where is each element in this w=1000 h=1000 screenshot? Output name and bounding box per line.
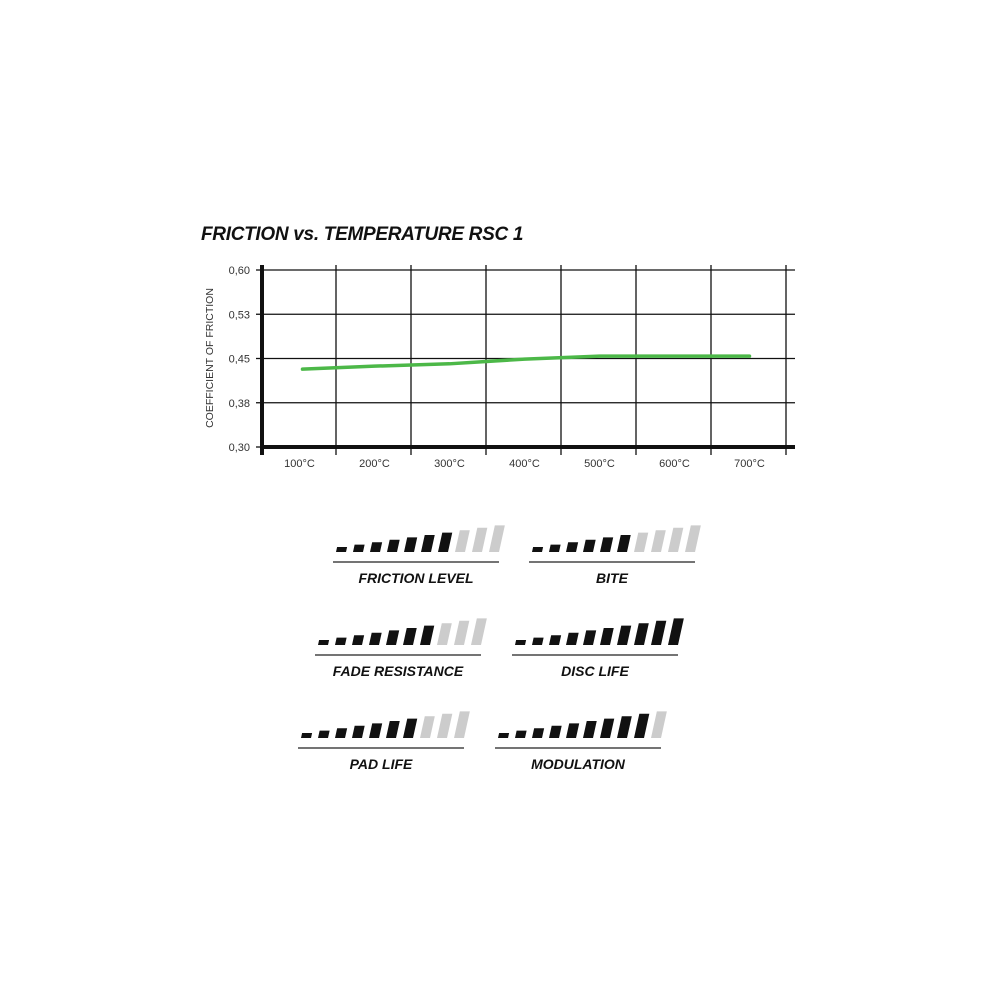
- rating-bar-filled: [421, 535, 435, 552]
- rating-bar-filled: [668, 618, 684, 645]
- rating-friction-level: [333, 525, 505, 563]
- rating-bar-empty: [489, 525, 505, 552]
- x-tick-label: 600°C: [659, 458, 690, 470]
- rating-bar-filled: [318, 730, 330, 738]
- rating-bar-filled: [438, 532, 453, 552]
- rating-bar-filled: [369, 632, 382, 645]
- rating-bar-filled: [566, 542, 579, 552]
- x-tick-label: 500°C: [584, 458, 615, 470]
- rating-disc-life: [512, 618, 684, 656]
- rating-bar-filled: [352, 635, 365, 645]
- rating-bite: [529, 525, 701, 563]
- rating-bar-filled: [335, 637, 347, 645]
- y-tick-label: 0,30: [229, 442, 250, 454]
- x-tick-label: 400°C: [509, 458, 540, 470]
- rating-bar-filled: [420, 625, 435, 645]
- rating-bar-filled: [498, 733, 510, 738]
- rating-bar-filled: [404, 537, 418, 552]
- rating-label: BITE: [596, 570, 628, 586]
- y-tick-label: 0,60: [229, 265, 250, 277]
- rating-label: FRICTION LEVEL: [358, 570, 474, 586]
- rating-bar-filled: [583, 630, 597, 645]
- rating-bar-filled: [651, 620, 667, 645]
- rating-bar-filled: [566, 632, 579, 645]
- rating-bar-empty: [685, 525, 701, 552]
- rating-bar-filled: [403, 628, 417, 645]
- rating-bar-filled: [634, 623, 649, 645]
- chart-title: FRICTION vs. TEMPERATURE RSC 1: [201, 224, 524, 245]
- rating-bar-filled: [583, 539, 596, 552]
- rating-bar-empty: [668, 527, 684, 552]
- rating-bar-filled: [352, 725, 365, 738]
- rating-bar-filled: [301, 733, 313, 738]
- rating-bar-empty: [455, 530, 470, 552]
- x-tick-label: 100°C: [284, 458, 315, 470]
- rating-bar-filled: [515, 640, 527, 645]
- rating-pad-life: [298, 711, 470, 749]
- y-tick-label: 0,53: [229, 309, 250, 321]
- rating-bar-filled: [369, 723, 383, 738]
- rating-bar-filled: [617, 716, 632, 738]
- rating-label: MODULATION: [531, 756, 625, 772]
- rating-label: FADE RESISTANCE: [332, 663, 464, 679]
- rating-bar-filled: [566, 723, 580, 738]
- rating-bar-empty: [437, 623, 452, 645]
- rating-bar-filled: [532, 547, 544, 552]
- rating-bar-filled: [617, 535, 631, 552]
- rating-bar-filled: [634, 713, 650, 738]
- rating-bar-empty: [651, 530, 666, 552]
- rating-bar-filled: [386, 721, 400, 738]
- rating-bar-filled: [549, 635, 562, 645]
- rating-bar-empty: [472, 527, 488, 552]
- rating-bar-empty: [437, 713, 453, 738]
- rating-bar-filled: [600, 537, 614, 552]
- rating-bar-filled: [549, 725, 562, 738]
- rating-bar-filled: [335, 728, 348, 738]
- rating-bar-filled: [336, 547, 348, 552]
- rating-bar-empty: [454, 711, 470, 738]
- rating-label: DISC LIFE: [561, 663, 629, 679]
- rating-fade-resistance: [315, 618, 487, 656]
- rating-bar-empty: [420, 716, 435, 738]
- y-axis-label: COEFFICIENT OF FRICTION: [204, 288, 216, 428]
- rating-bar-empty: [634, 532, 649, 552]
- rating-bar-filled: [403, 718, 418, 738]
- rating-bar-filled: [617, 625, 632, 645]
- rating-bar-filled: [387, 539, 400, 552]
- rating-bar-filled: [370, 542, 383, 552]
- rating-bar-filled: [532, 728, 545, 738]
- rating-bar-filled: [318, 640, 330, 645]
- rating-bar-filled: [549, 544, 561, 552]
- rating-bar-filled: [532, 637, 544, 645]
- x-tick-label: 200°C: [359, 458, 390, 470]
- rating-bar-filled: [515, 730, 527, 738]
- rating-bar-filled: [386, 630, 400, 645]
- rating-bar-filled: [583, 721, 597, 738]
- x-tick-label: 700°C: [734, 458, 765, 470]
- y-tick-label: 0,38: [229, 398, 250, 410]
- rating-modulation: [495, 711, 667, 749]
- rating-label: PAD LIFE: [349, 756, 413, 772]
- rating-bar-empty: [454, 620, 470, 645]
- x-tick-label: 300°C: [434, 458, 465, 470]
- rating-bar-empty: [471, 618, 487, 645]
- y-tick-label: 0,45: [229, 354, 250, 366]
- rating-bar-filled: [353, 544, 365, 552]
- rating-bar-filled: [600, 718, 615, 738]
- rating-bar-empty: [651, 711, 667, 738]
- rating-bar-filled: [600, 628, 614, 645]
